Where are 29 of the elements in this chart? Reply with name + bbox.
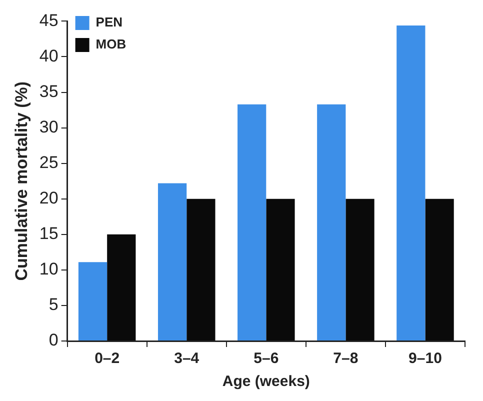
bar: [158, 183, 187, 340]
y-tick-label: 20: [39, 188, 58, 208]
x-tick-label: 3–4: [174, 350, 200, 368]
y-tick-label: 10: [39, 260, 58, 279]
bar: [107, 234, 136, 340]
y-axis-title: Cumulative mortality (%): [12, 81, 31, 281]
bar: [78, 262, 108, 340]
y-tick-label: 35: [39, 82, 58, 101]
y-tick-label: 25: [39, 153, 58, 172]
y-tick-label: 15: [39, 224, 58, 244]
y-tick-label: 0: [48, 330, 58, 350]
x-tick-label: 0–2: [94, 350, 120, 368]
legend-label: MOB: [96, 36, 126, 52]
y-tick-label: 5: [48, 295, 58, 314]
bar: [317, 104, 346, 340]
y-tick-label: 30: [39, 117, 58, 136]
legend-label: PEN: [96, 14, 123, 30]
bar: [425, 198, 454, 340]
x-tick-label: 9–10: [408, 350, 442, 368]
bar: [238, 104, 266, 340]
x-axis-title: Age (weeks): [222, 373, 310, 390]
bar: [346, 198, 374, 340]
bar: [186, 198, 216, 340]
y-tick-label: 40: [39, 46, 58, 66]
x-tick-label: 5–6: [254, 350, 279, 368]
x-tick-label: 7–8: [333, 350, 358, 368]
bar: [396, 25, 426, 340]
bar: [266, 198, 295, 340]
y-tick-label: 45: [39, 10, 58, 30]
